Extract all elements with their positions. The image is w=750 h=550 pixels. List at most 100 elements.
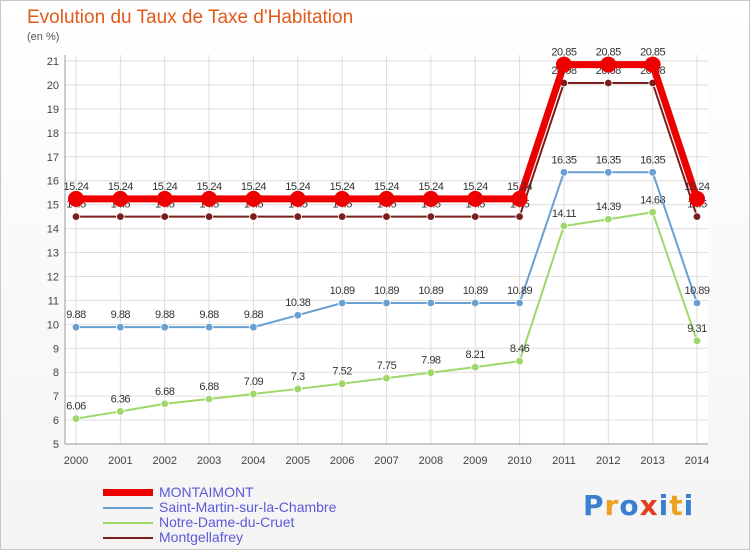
data-label: 14.11	[552, 208, 577, 220]
x-tick-label: 2007	[374, 455, 398, 467]
data-point	[337, 298, 347, 308]
data-point	[116, 322, 125, 332]
data-label: 16.35	[596, 154, 621, 166]
data-point	[160, 212, 169, 221]
data-point	[648, 208, 657, 217]
x-tick-label: 2006	[330, 455, 354, 467]
data-label: 10.89	[418, 285, 443, 297]
data-point	[604, 78, 613, 88]
x-tick-label: 2005	[286, 455, 310, 467]
data-point	[160, 399, 169, 408]
data-label: 6.06	[66, 401, 86, 413]
chart-unit-label: (en %)	[27, 31, 60, 43]
data-label: 8.46	[510, 343, 530, 355]
data-point	[249, 389, 258, 399]
data-point	[204, 394, 214, 404]
logo-letter: i	[683, 489, 695, 522]
data-point	[249, 212, 258, 221]
y-tick-label: 19	[47, 104, 59, 116]
data-label: 7.75	[377, 360, 397, 372]
data-point	[471, 298, 480, 308]
data-point	[245, 190, 262, 207]
data-label: 6.68	[155, 386, 175, 398]
data-point	[156, 190, 173, 207]
x-tick-label: 2013	[640, 455, 664, 467]
data-label: 10.89	[463, 285, 488, 297]
data-point	[289, 190, 306, 207]
legend-item: Montgellafrey	[103, 530, 336, 545]
data-point	[116, 407, 125, 416]
data-point	[71, 212, 81, 221]
x-tick-label: 2014	[685, 455, 709, 467]
y-tick-label: 7	[53, 391, 59, 403]
data-point	[692, 336, 702, 346]
chart-title: Evolution du Taux de Taxe d'Habitation	[27, 7, 354, 28]
x-tick-label: 2001	[108, 455, 132, 467]
data-label: 10.89	[330, 285, 355, 297]
data-point	[337, 379, 347, 388]
y-tick-label: 5	[53, 439, 59, 451]
data-point	[511, 190, 528, 207]
legend-item: Saint-Martin-sur-la-Chambre	[103, 500, 336, 515]
data-label: 15.24	[507, 181, 532, 193]
logo-letter: P	[583, 489, 605, 522]
data-label: 15.24	[418, 181, 443, 193]
data-label: 9.31	[687, 323, 707, 335]
data-label: 15.24	[285, 181, 310, 193]
data-point	[426, 368, 436, 377]
data-point	[422, 190, 439, 207]
data-point	[515, 212, 524, 221]
data-label: 15.24	[63, 181, 88, 193]
data-label: 10.89	[374, 285, 399, 297]
data-label: 7.52	[332, 366, 352, 378]
y-tick-label: 20	[47, 80, 59, 92]
data-label: 16.35	[551, 154, 576, 166]
proxiti-logo: Proxiti	[583, 489, 694, 522]
x-tick-label: 2011	[552, 455, 576, 467]
y-tick-label: 6	[53, 415, 59, 427]
y-tick-label: 11	[48, 295, 59, 307]
data-label: 16.35	[640, 154, 665, 166]
legend-label: Montgellafrey	[159, 529, 244, 545]
data-point	[204, 212, 214, 221]
data-label: 7.09	[244, 376, 264, 388]
y-tick-label: 18	[47, 128, 59, 140]
data-label: 15.24	[152, 181, 177, 193]
data-label: 20.85	[640, 47, 665, 59]
x-tick-label: 2000	[64, 455, 88, 467]
data-point	[382, 298, 391, 308]
data-label: 15.24	[108, 181, 133, 193]
data-label: 9.88	[155, 309, 175, 321]
legend-swatch	[103, 489, 153, 496]
data-point	[382, 373, 391, 383]
data-point	[337, 212, 347, 221]
data-point	[160, 322, 169, 332]
x-tick-label: 2009	[463, 455, 487, 467]
data-point	[515, 356, 524, 366]
data-point	[604, 215, 613, 224]
data-point	[559, 221, 569, 231]
y-tick-label: 10	[47, 319, 59, 331]
data-label: 15.24	[463, 181, 488, 193]
x-tick-label: 2002	[152, 455, 176, 467]
data-label: 14.39	[596, 201, 621, 213]
data-point	[692, 298, 702, 308]
y-tick-label: 17	[47, 152, 59, 164]
legend-label: MONTAIMONT	[159, 484, 254, 500]
y-tick-label: 15	[47, 200, 59, 212]
data-point	[600, 56, 617, 73]
data-label: 6.88	[199, 381, 219, 393]
data-label: 20.85	[551, 47, 576, 59]
y-tick-label: 21	[47, 56, 59, 68]
data-label: 8.21	[466, 349, 486, 361]
x-tick-label: 2003	[197, 455, 221, 467]
data-point	[555, 56, 572, 73]
y-tick-label: 12	[47, 271, 59, 283]
data-label: 10.38	[285, 297, 310, 309]
y-tick-label: 8	[53, 367, 59, 379]
data-label: 15.24	[684, 181, 709, 193]
y-tick-label: 14	[47, 224, 59, 236]
y-tick-label: 16	[47, 176, 59, 188]
data-label: 7.3	[291, 371, 305, 383]
legend-item: Notre-Dame-du-Cruet	[103, 515, 336, 530]
